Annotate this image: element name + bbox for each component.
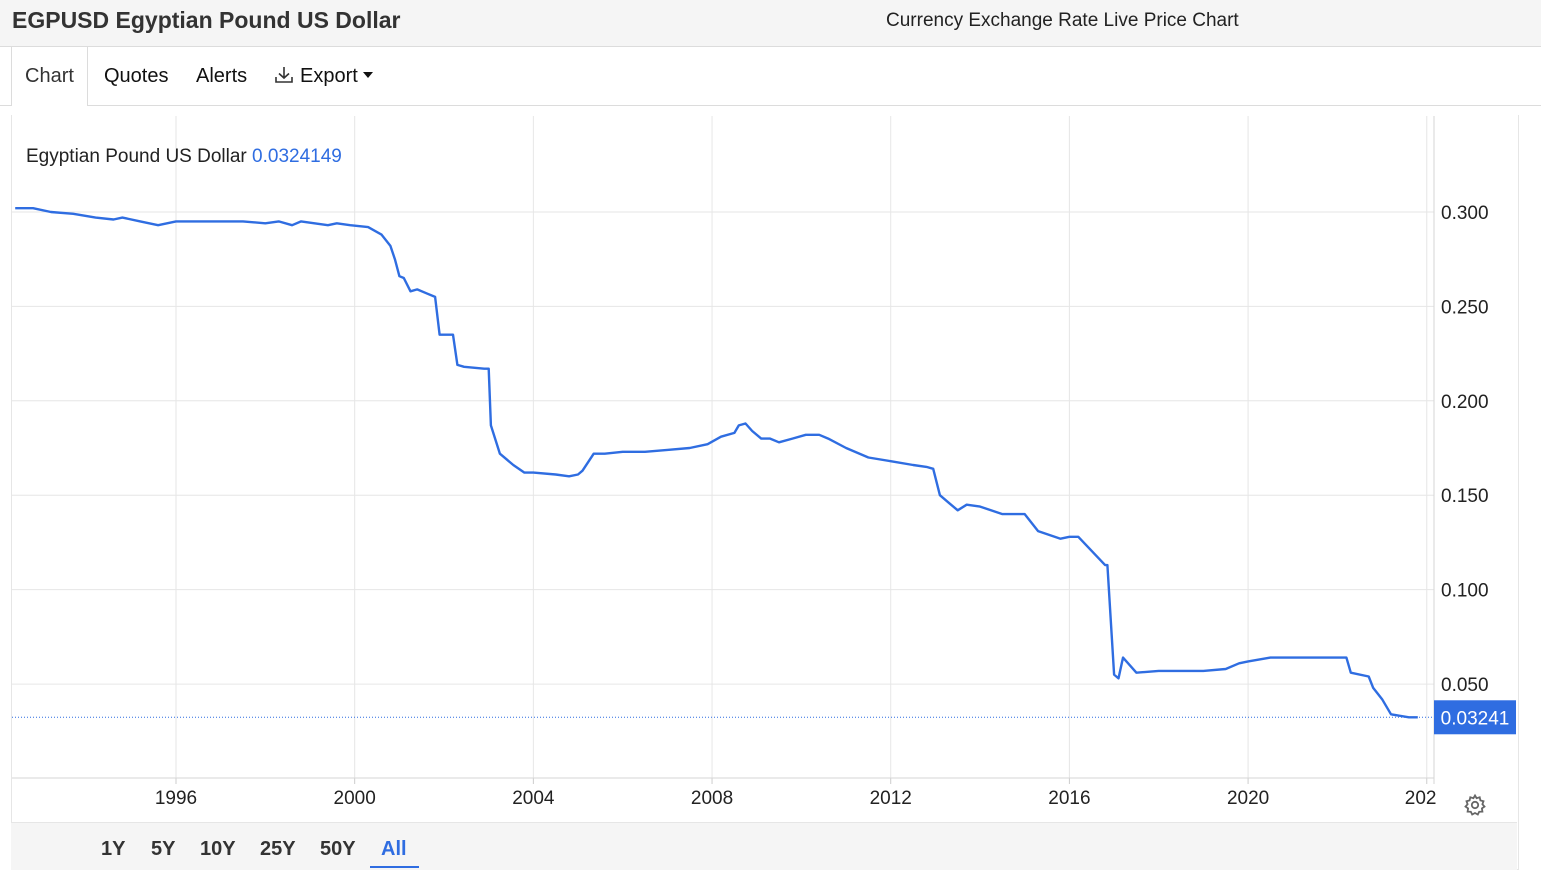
tab-quotes[interactable]: Quotes: [104, 65, 169, 87]
export-label: Export: [300, 65, 358, 87]
range-50y-button[interactable]: 50Y: [320, 838, 356, 860]
range-10y-button[interactable]: 10Y: [200, 838, 236, 860]
x-axis-labels: 1996 2000 2004 2008 2012 2016 2020 202: [155, 788, 1437, 809]
download-icon: [275, 66, 293, 83]
tab-alerts[interactable]: Alerts: [196, 65, 248, 87]
legend-series-name: Egyptian Pound US Dollar: [26, 146, 247, 167]
tab-bar: Chart Quotes Alerts Export: [0, 47, 1541, 106]
current-price-tag-label: 0.03241: [1441, 708, 1510, 729]
y-tick-label: 0.250: [1441, 297, 1489, 318]
tab-chart[interactable]: Chart: [11, 47, 88, 106]
y-tick-label: 0.150: [1441, 486, 1489, 507]
range-1y-button[interactable]: 1Y: [101, 838, 126, 860]
y-tick-label: 0.300: [1441, 203, 1489, 224]
active-range-indicator: [370, 866, 419, 868]
page-title: EGPUSD Egyptian Pound US Dollar: [12, 7, 401, 33]
y-tick-label: 0.200: [1441, 392, 1489, 413]
range-all-button[interactable]: All: [381, 838, 407, 860]
series-line: [15, 207, 1418, 719]
range-25y-button[interactable]: 25Y: [260, 838, 296, 860]
page-subtitle: Currency Exchange Rate Live Price Chart: [886, 10, 1239, 31]
chevron-down-icon: [362, 71, 373, 78]
y-axis-labels: 0.300 0.250 0.200 0.150 0.100 0.050: [1441, 203, 1489, 696]
x-tick-label: 2012: [870, 788, 912, 809]
header-bar: EGPUSD Egyptian Pound US Dollar Currency…: [0, 0, 1541, 47]
range-5y-button[interactable]: 5Y: [151, 838, 176, 860]
x-tick-label: 202: [1405, 788, 1437, 809]
x-tick-label: 2020: [1227, 788, 1269, 809]
legend-series-value: 0.0324149: [252, 146, 342, 167]
range-selector-bar: [11, 822, 1517, 870]
y-tick-label: 0.050: [1441, 675, 1489, 696]
current-price-tag: [1434, 700, 1516, 735]
grid-lines: [12, 116, 1434, 778]
x-tick-label: 2004: [512, 788, 555, 809]
current-price-marker: 0.03241: [12, 700, 1516, 735]
x-tick-label: 1996: [155, 788, 197, 809]
x-tick-label: 2000: [334, 788, 376, 809]
chart-axes: [12, 116, 1435, 784]
x-tick-label: 2008: [691, 788, 733, 809]
export-button[interactable]: Export: [273, 47, 373, 105]
gear-icon[interactable]: [1463, 793, 1487, 817]
price-series: [15, 207, 1418, 719]
y-tick-label: 0.100: [1441, 581, 1489, 602]
x-tick-label: 2016: [1048, 788, 1090, 809]
chart-legend: Egyptian Pound US Dollar 0.0324149: [26, 146, 342, 168]
